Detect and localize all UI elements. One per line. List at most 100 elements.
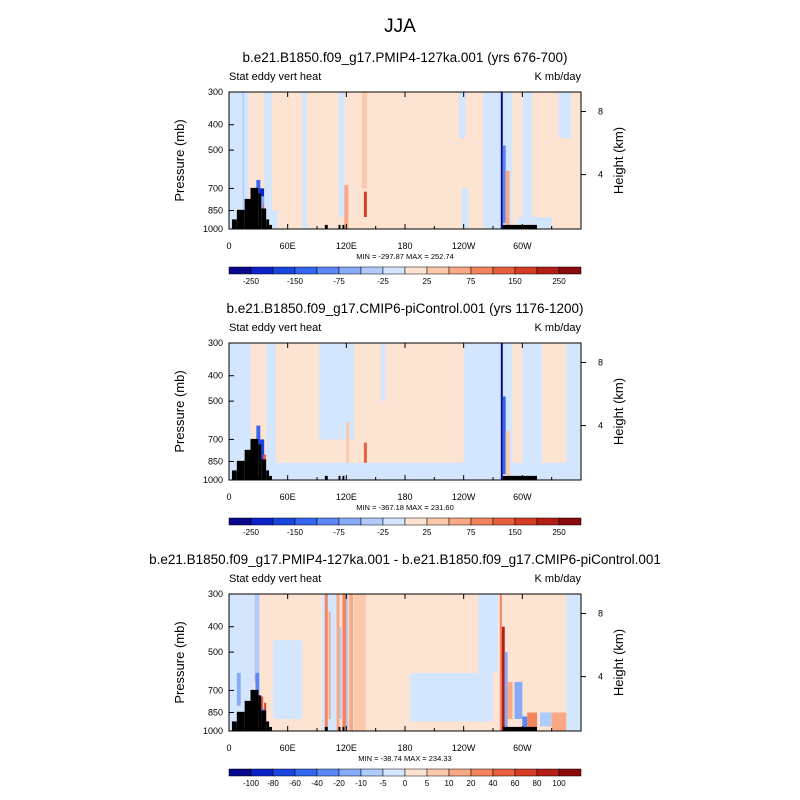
contour-region <box>478 594 498 673</box>
colorbar-label: 25 <box>423 528 432 537</box>
contour-region <box>266 343 276 469</box>
x-tick-label: 60E <box>280 492 296 502</box>
topography-step <box>502 726 537 731</box>
colorbar-box <box>228 768 252 777</box>
colorbar-box <box>448 768 472 777</box>
colorbar-label: -40 <box>311 779 323 788</box>
colorbar-box <box>470 517 494 526</box>
y-right-axis-title: Height (km) <box>611 378 626 445</box>
y-tick-label: 300 <box>208 87 223 97</box>
colorbar-box <box>448 517 472 526</box>
panels: b.e21.B1850.f09_g17.PMIP4-127ka.001 (yrs… <box>149 50 661 788</box>
y-tick-label: 1000 <box>203 224 223 234</box>
contour-region <box>566 343 581 480</box>
left-string: Stat eddy vert heat <box>229 322 321 334</box>
colorbar-box <box>470 768 494 777</box>
x-tick-label: 120W <box>452 492 476 502</box>
colorbar-box <box>448 266 472 275</box>
colorbar-label: 250 <box>552 528 566 537</box>
y-right-axis-title: Height (km) <box>611 629 626 696</box>
min-max-label: MIN = -38.74 MAX = 234.33 <box>358 754 451 763</box>
colorbar-label: -75 <box>333 528 345 537</box>
contour-region <box>302 92 308 229</box>
colorbar-box <box>536 266 560 275</box>
contour-region <box>566 594 581 731</box>
colorbar-label: -100 <box>243 779 260 788</box>
colorbar-box <box>514 517 538 526</box>
colorbar-label: 150 <box>508 277 522 286</box>
panel-title: b.e21.B1850.f09_g17.CMIP6-piControl.001 … <box>227 301 584 316</box>
colorbar-label: 20 <box>467 779 476 788</box>
topography-step <box>258 444 262 480</box>
colorbar-box <box>294 517 318 526</box>
y-tick-label: 500 <box>208 647 223 657</box>
y-tick-label: 850 <box>208 708 223 718</box>
colorbar-box <box>360 517 384 526</box>
y-right-tick-label: 4 <box>598 170 603 180</box>
topography-step <box>231 721 237 731</box>
topography-step <box>236 711 245 731</box>
x-tick-label: 120E <box>336 743 357 753</box>
colorbar-label: 10 <box>445 779 454 788</box>
colorbar-box <box>382 517 406 526</box>
contour-region <box>229 462 581 480</box>
colorbar-label: 80 <box>533 779 542 788</box>
x-tick-label: 60E <box>280 241 296 251</box>
colorbar-box <box>228 266 252 275</box>
contour-region <box>458 92 466 139</box>
contour-region <box>229 343 251 480</box>
contour-region <box>324 594 328 731</box>
colorbar-box <box>558 517 582 526</box>
colorbar: -100 -80 -60 -40 -20 -10 -5 0 5 10 20 40 60 80 100 <box>228 768 582 788</box>
panel-title: b.e21.B1850.f09_g17.PMIP4-127ka.001 (yrs… <box>243 50 568 65</box>
topography-step <box>342 224 345 229</box>
y-axis-title: Pressure (mb) <box>172 621 187 703</box>
topography-step <box>266 219 270 229</box>
contour-region <box>507 681 513 720</box>
topography-step <box>338 726 341 731</box>
x-tick-label: 120W <box>452 241 476 251</box>
x-tick-label: 0 <box>226 743 231 753</box>
y-tick-label: 700 <box>208 685 223 695</box>
colorbar-label: -20 <box>333 779 345 788</box>
contour-region <box>502 396 506 475</box>
x-tick-label: 60W <box>513 241 532 251</box>
y-tick-label: 300 <box>208 338 223 348</box>
y-tick-label: 500 <box>208 396 223 406</box>
contour-region <box>363 442 367 469</box>
colorbar-box <box>426 768 450 777</box>
contour-region <box>338 92 345 218</box>
topography-step <box>269 224 273 229</box>
contour-region <box>380 343 386 402</box>
topography-step <box>236 209 245 229</box>
topography-step <box>342 475 345 480</box>
contour-region <box>505 170 510 229</box>
colorbar-label: -250 <box>243 277 260 286</box>
topography-step <box>250 689 259 731</box>
colorbar-label: -80 <box>267 779 279 788</box>
colorbar-box <box>426 266 450 275</box>
y-right-tick-label: 8 <box>598 106 603 116</box>
colorbar-label: 0 <box>403 779 408 788</box>
topography-step <box>231 470 237 480</box>
y-tick-label: 400 <box>208 622 223 632</box>
colorbar-box <box>514 768 538 777</box>
contour-region <box>242 92 245 229</box>
contour-region <box>339 626 342 720</box>
colorbar-box <box>316 266 340 275</box>
topography-step <box>338 475 341 480</box>
x-tick-label: 60E <box>280 743 296 753</box>
right-string: K mb/day <box>535 322 582 334</box>
colorbar-label: -25 <box>377 277 389 286</box>
colorbar-box <box>426 517 450 526</box>
colorbar-label: -250 <box>243 528 260 537</box>
y-axis-title: Pressure (mb) <box>172 370 187 452</box>
colorbar-label: 150 <box>508 528 522 537</box>
contour-region <box>344 185 349 229</box>
colorbar-box <box>492 266 516 275</box>
topography-step <box>244 449 251 480</box>
colorbar-box <box>404 517 428 526</box>
colorbar-box <box>492 768 516 777</box>
contour-region <box>499 594 502 731</box>
